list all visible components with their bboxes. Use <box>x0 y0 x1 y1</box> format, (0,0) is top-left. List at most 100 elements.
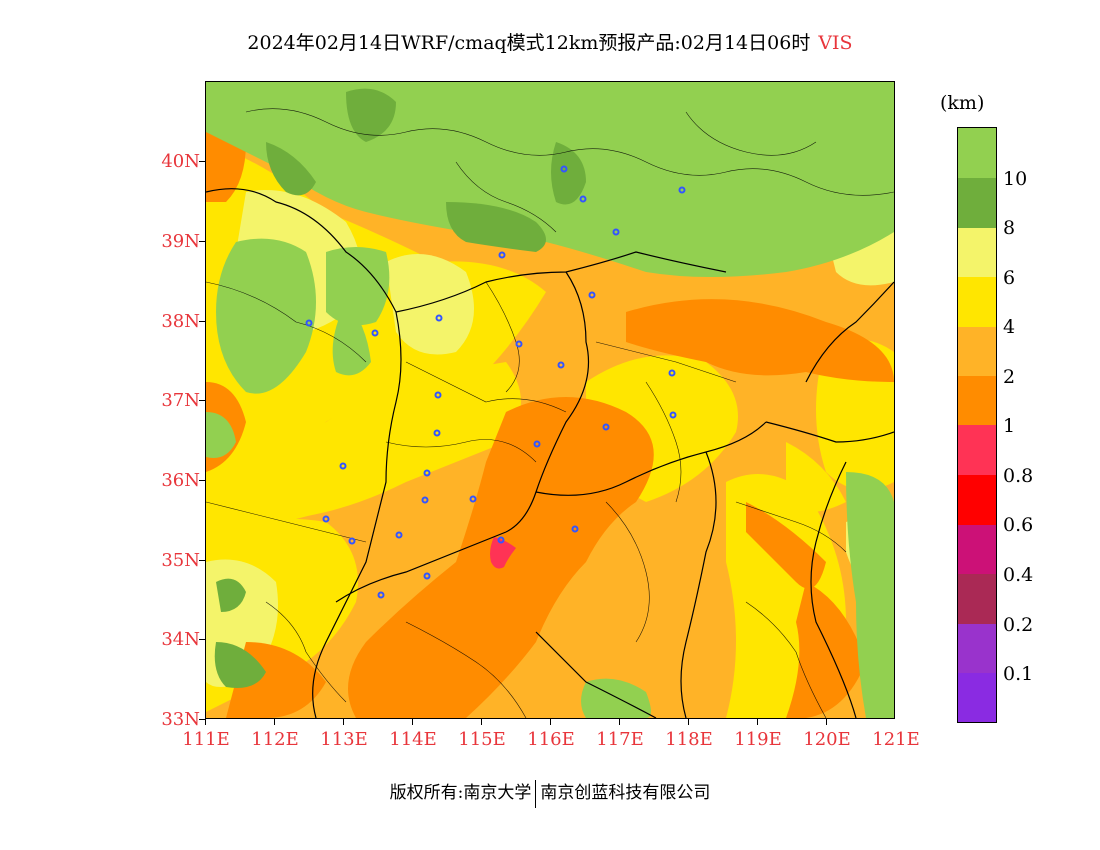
lat-tick <box>199 400 205 401</box>
lon-tick <box>205 719 206 725</box>
legend-label: 4 <box>1003 316 1016 338</box>
legend-color-box <box>958 228 996 277</box>
lon-tick <box>412 719 413 725</box>
station-marker <box>322 515 330 523</box>
station-marker <box>497 536 505 544</box>
province-boundaries <box>206 188 894 718</box>
station-marker <box>305 319 313 327</box>
lon-label: 116E <box>527 729 575 750</box>
county-boundaries <box>206 108 894 718</box>
legend-label: 1 <box>1003 415 1016 437</box>
legend-label: 10 <box>1003 168 1028 190</box>
lat-label: 33N <box>161 709 200 730</box>
lat-tick <box>199 639 205 640</box>
lon-label: 121E <box>872 729 920 750</box>
lat-label: 35N <box>161 550 200 571</box>
zone-0.8-1km <box>490 537 516 569</box>
station-marker <box>377 591 385 599</box>
lon-tick <box>688 719 689 725</box>
map-title: 2024年02月14日WRF/cmaq模式12km预报产品:02月14日06时 V… <box>0 28 1100 55</box>
city-station-markers <box>305 165 686 599</box>
station-marker <box>678 186 686 194</box>
station-marker <box>435 314 443 322</box>
station-marker <box>433 429 441 437</box>
lat-label: 36N <box>161 470 200 491</box>
lon-label: 118E <box>665 729 713 750</box>
legend-label: 0.4 <box>1003 564 1034 586</box>
station-marker <box>339 462 347 470</box>
station-marker <box>533 440 541 448</box>
lat-tick <box>199 560 205 561</box>
visibility-map <box>205 81 895 719</box>
lon-label: 120E <box>803 729 851 750</box>
zone-8-10km <box>214 88 586 688</box>
legend-color-box <box>958 475 996 525</box>
legend-color-box <box>958 277 996 327</box>
legend-color-box <box>958 673 996 722</box>
station-marker <box>423 572 431 580</box>
station-marker <box>612 228 620 236</box>
legend-label: 0.1 <box>1003 663 1034 685</box>
lon-label: 115E <box>458 729 506 750</box>
lat-label: 38N <box>161 311 200 332</box>
legend-label: 0.8 <box>1003 465 1034 487</box>
station-marker <box>669 411 677 419</box>
station-marker <box>434 391 442 399</box>
station-marker <box>668 369 676 377</box>
lat-tick <box>199 480 205 481</box>
legend-color-box <box>958 574 996 624</box>
lon-tick <box>343 719 344 725</box>
lon-tick <box>826 719 827 725</box>
footer-credits: 版权所有:南京大学 南京创蓝科技有限公司 <box>0 778 1100 808</box>
station-marker <box>579 195 587 203</box>
legend-color-box <box>958 624 996 673</box>
lat-tick <box>199 321 205 322</box>
legend-color-box <box>958 178 996 228</box>
lon-label: 111E <box>182 729 230 750</box>
lon-label: 117E <box>596 729 644 750</box>
lat-tick <box>199 241 205 242</box>
legend-label: 2 <box>1003 366 1016 388</box>
company-text: 南京创蓝科技有限公司 <box>540 783 711 803</box>
legend-label: 0.6 <box>1003 514 1034 536</box>
lon-tick <box>550 719 551 725</box>
station-marker <box>571 525 579 533</box>
lat-tick <box>199 719 205 720</box>
station-marker <box>395 531 403 539</box>
title-text: 2024年02月14日WRF/cmaq模式12km预报产品:02月14日06时 <box>247 32 811 54</box>
legend-label: 6 <box>1003 267 1016 289</box>
lon-label: 113E <box>320 729 368 750</box>
legend-color-box <box>958 525 996 574</box>
legend-label: 0.2 <box>1003 614 1034 636</box>
lat-tick <box>199 161 205 162</box>
copyright-text: 版权所有:南京大学 <box>389 783 532 803</box>
lon-label: 112E <box>251 729 299 750</box>
legend-label: 8 <box>1003 217 1016 239</box>
station-marker <box>469 495 477 503</box>
station-marker <box>588 291 596 299</box>
station-marker <box>421 496 429 504</box>
legend-color-box <box>958 128 996 178</box>
lat-label: 40N <box>161 151 200 172</box>
footer-separator <box>535 779 537 808</box>
lon-tick <box>757 719 758 725</box>
legend-unit: (km) <box>940 92 985 114</box>
station-marker <box>515 340 523 348</box>
lon-tick <box>481 719 482 725</box>
station-marker <box>348 537 356 545</box>
lat-label: 34N <box>161 629 200 650</box>
legend-color-box <box>958 327 996 376</box>
lon-tick <box>274 719 275 725</box>
lon-tick <box>619 719 620 725</box>
lat-label: 39N <box>161 231 200 252</box>
station-marker <box>557 361 565 369</box>
lat-label: 37N <box>161 390 200 411</box>
legend-color-box <box>958 425 996 475</box>
color-legend <box>957 127 997 723</box>
station-marker <box>498 251 506 259</box>
lon-label: 119E <box>734 729 782 750</box>
variable-name: VIS <box>818 32 853 54</box>
station-marker <box>602 423 610 431</box>
station-marker <box>371 329 379 337</box>
station-marker <box>423 469 431 477</box>
